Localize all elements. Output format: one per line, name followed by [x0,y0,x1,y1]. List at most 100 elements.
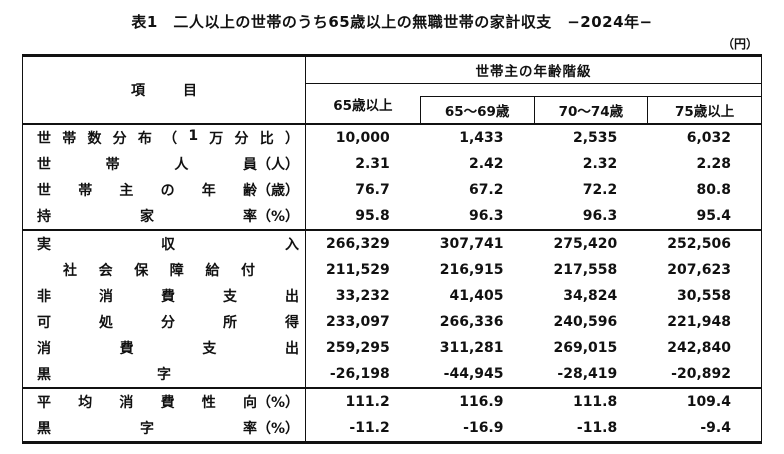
unit-note: （円） [721,37,758,51]
cell-value: 33,232 [335,288,390,304]
group-ratios: 平均消費性向 （%） 111.2 116.9 111.8 109.4 黒字率 （… [23,387,761,441]
row-label-cell: 実収入 [23,231,306,257]
cell-value: 2.42 [468,156,504,172]
cell-value: 275,420 [553,236,618,252]
cell-value: 207,623 [667,262,731,278]
cell-value: 6,032 [686,130,731,146]
cell-value: -26,198 [329,366,390,382]
cell-value: 1,433 [459,130,504,146]
row-label: 世帯人員 [37,157,257,173]
table-title: 表1 二人以上の世帯のうち65歳以上の無職世帯の家計収支 −2024年− [131,13,653,31]
cell-value: 217,558 [553,262,618,278]
cell-value: 96.3 [582,208,618,224]
row-label-cell: 可処分所得 [23,309,306,335]
table-row: 平均消費性向 （%） 111.2 116.9 111.8 109.4 [23,389,761,415]
cell-value: 30,558 [676,288,731,304]
row-label: 黒字率 [37,421,257,437]
row-label-cell: 社会保障給付 [23,257,306,283]
cell-value: 266,329 [325,236,390,252]
cell-value: 111.8 [572,394,618,410]
table-row: 世帯人員 （人） 2.31 2.42 2.32 2.28 [23,151,761,177]
cell-value: -16.9 [463,420,504,436]
household-budget-table: 項 目 世帯主の年齢階級 65歳以上 65～69歳 70～74歳 75歳以上 世… [22,54,762,444]
cell-value: 252,506 [667,236,731,252]
cell-value: 95.4 [696,208,731,224]
table-row: 世帯数分布（1 万分比） 10,000 1,433 2,535 6,032 [23,125,761,151]
row-label: 社会保障給付 [63,263,255,279]
row-label: 非消費支出 [37,289,299,305]
row-label-cell: 黒字率 （%） [23,415,306,441]
cell-value: -11.2 [349,420,390,436]
cell-value: 109.4 [686,394,731,410]
cell-value: 269,015 [553,340,618,356]
row-label: 持家率 [37,209,257,225]
cell-value: -9.4 [700,420,731,436]
cell-value: 211,529 [325,262,390,278]
cell-value: 2.32 [582,156,618,172]
row-label: 黒字 [37,367,171,383]
row-label-cell: 世帯主の年齢 （歳） [23,177,306,203]
cell-value: -44,945 [443,366,504,382]
column-header-65-over: 65歳以上 [333,97,393,114]
row-label-cell: 消費支出 [23,335,306,361]
table-row: 世帯主の年齢 （歳） 76.7 67.2 72.2 80.8 [23,177,761,203]
cell-value: 307,741 [439,236,504,252]
cell-value: 259,295 [325,340,390,356]
table-row: 可処分所得 233,097 266,336 240,596 221,948 [23,309,761,335]
table-row: 黒字率 （%） -11.2 -16.9 -11.8 -9.4 [23,415,761,441]
group-attributes: 世帯数分布（1 万分比） 10,000 1,433 2,535 6,032 世帯人… [23,125,761,229]
row-label-cell: 世帯数分布（1 万分比） [23,125,306,151]
column-header-65-69: 65～69歳 [419,96,534,123]
table-row: 持家率 （%） 95.8 96.3 96.3 95.4 [23,203,761,229]
item-column-header: 項 目 [23,57,306,123]
age-group-header: 世帯主の年齢階級 [306,57,761,84]
row-unit: （%） [256,421,299,437]
cell-value: 111.2 [345,394,390,410]
cell-value: 72.2 [582,182,618,198]
row-label: 実収入 [37,237,299,253]
table-row: 実収入 266,329 307,741 275,420 252,506 [23,231,761,257]
cell-value: 34,824 [563,288,618,304]
age-column-headers: 65歳以上 65～69歳 70～74歳 75歳以上 [306,84,761,123]
row-label-cell: 黒字 [23,361,306,387]
cell-value: 242,840 [667,340,731,356]
row-label-cell: 平均消費性向 （%） [23,389,306,415]
row-label: 世帯主の年齢 [37,183,257,199]
row-unit: （%） [256,209,299,225]
row-unit: （歳） [257,183,299,199]
row-label-cell: 持家率 （%） [23,203,306,229]
cell-value: 95.8 [355,208,390,224]
table-row: 黒字 -26,198 -44,945 -28,419 -20,892 [23,361,761,387]
row-label-cell: 世帯人員 （人） [23,151,306,177]
column-header-75-over: 75歳以上 [647,96,761,123]
cell-value: 80.8 [696,182,731,198]
age-header-area: 世帯主の年齢階級 65歳以上 65～69歳 70～74歳 75歳以上 [306,57,761,123]
table-row: 消費支出 259,295 311,281 269,015 242,840 [23,335,761,361]
cell-value: 67.2 [468,182,504,198]
column-header-70-74: 70～74歳 [533,96,648,123]
cell-value: 10,000 [335,130,390,146]
table-row: 社会保障給付 211,529 216,915 217,558 207,623 [23,257,761,283]
cell-value: 116.9 [459,394,504,410]
cell-value: 76.7 [355,182,390,198]
cell-value: 41,405 [449,288,504,304]
cell-value: -11.8 [576,420,618,436]
cell-value: 2.28 [696,156,731,172]
row-label: 消費支出 [37,341,299,357]
cell-value: 216,915 [439,262,504,278]
row-unit: （%） [256,395,299,411]
cell-value: 311,281 [439,340,504,356]
cell-value: 2.31 [355,156,390,172]
cell-value: 240,596 [553,314,618,330]
cell-value: 266,336 [439,314,504,330]
row-unit: （人） [257,157,299,173]
cell-value: 221,948 [667,314,731,330]
cell-value: -20,892 [671,366,731,382]
row-label: 世帯数分布（1 万分比） [37,128,299,147]
row-label: 平均消費性向 [37,395,257,411]
cell-value: 96.3 [468,208,504,224]
group-income-expenditure: 実収入 266,329 307,741 275,420 252,506 社会保障… [23,229,761,387]
cell-value: 233,097 [325,314,390,330]
cell-value: 2,535 [572,130,618,146]
